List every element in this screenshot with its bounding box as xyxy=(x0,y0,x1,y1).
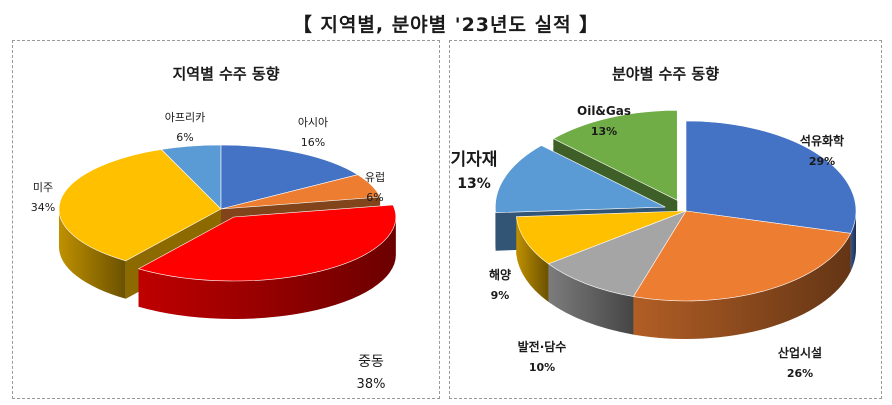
pie-slice-side xyxy=(138,217,396,320)
slice-value-label: 26% xyxy=(787,367,813,380)
slice-label: 석유화학 xyxy=(800,133,844,148)
chart-title: 분야별 수주 동향 xyxy=(611,65,720,83)
pie-slice-top xyxy=(632,210,852,302)
pie-slice-side xyxy=(548,263,634,335)
slice-value-label: 13% xyxy=(591,125,617,138)
pie-slice-side xyxy=(850,211,856,272)
pie-slice-top xyxy=(220,174,381,210)
pie-slice-top xyxy=(137,204,397,282)
pie-slice-top xyxy=(547,210,687,297)
pie-slice-top xyxy=(495,145,666,214)
pie-slice-side xyxy=(59,209,126,299)
slice-label: 유럽 xyxy=(365,170,385,184)
pie-slice-side xyxy=(516,216,549,302)
slice-label: 미주 xyxy=(33,181,53,194)
pie-slice-top xyxy=(58,149,222,262)
slice-value-label: 6% xyxy=(366,191,383,204)
region-chart-panel: 지역별 수주 동향 아시아 16% 유럽 6% 중동 38% 미주 34% 아프리카 6% xyxy=(12,40,440,399)
slice-value-label: 29% xyxy=(809,155,835,168)
pie-slice-side xyxy=(633,233,851,340)
slice-value-label: 13% xyxy=(457,176,491,192)
slice-label: 발전·담수 xyxy=(518,339,567,354)
slice-value-label: 6% xyxy=(176,131,193,144)
page-title: 【 지역별, 분야별 '23년도 실적 】 xyxy=(292,14,600,36)
sector-pie-chart: 석유화학 29% 산업시설 26% 발전·담수 10% 해양 9% 기자재 13% Oil&Gas 1… xyxy=(451,104,857,380)
slice-label: 아시아 xyxy=(298,116,328,129)
slice-value-label: 16% xyxy=(301,136,325,149)
slice-label: 중동 xyxy=(358,354,384,370)
slice-value-label: 9% xyxy=(491,289,510,302)
sector-chart-panel: 분야별 수주 동향 석유화학 29% 산업시설 26% 발전·담수 10% 해양 9% 기자재 1… xyxy=(449,40,882,399)
pie-slice-2 xyxy=(137,204,397,320)
slice-value-label: 10% xyxy=(529,361,555,374)
slice-label: 해양 xyxy=(489,267,511,282)
chart-title: 지역별 수주 동향 xyxy=(172,65,280,83)
slice-label: Oil&Gas xyxy=(577,104,631,118)
pie-slice-1 xyxy=(632,210,852,340)
region-pie-chart: 아시아 16% 유럽 6% 중동 38% 미주 34% 아프리카 6% xyxy=(31,111,397,392)
pie-slice-top xyxy=(220,144,359,210)
pie-slice-top xyxy=(552,110,678,201)
slice-value-label: 34% xyxy=(31,201,55,214)
slice-label: 아프리카 xyxy=(165,111,205,124)
pie-slice-top xyxy=(685,120,857,234)
slice-value-label: 38% xyxy=(357,377,386,392)
slice-label: 기자재 xyxy=(451,150,498,170)
pie-slice-top xyxy=(515,210,687,265)
slice-label: 산업시설 xyxy=(778,345,822,360)
